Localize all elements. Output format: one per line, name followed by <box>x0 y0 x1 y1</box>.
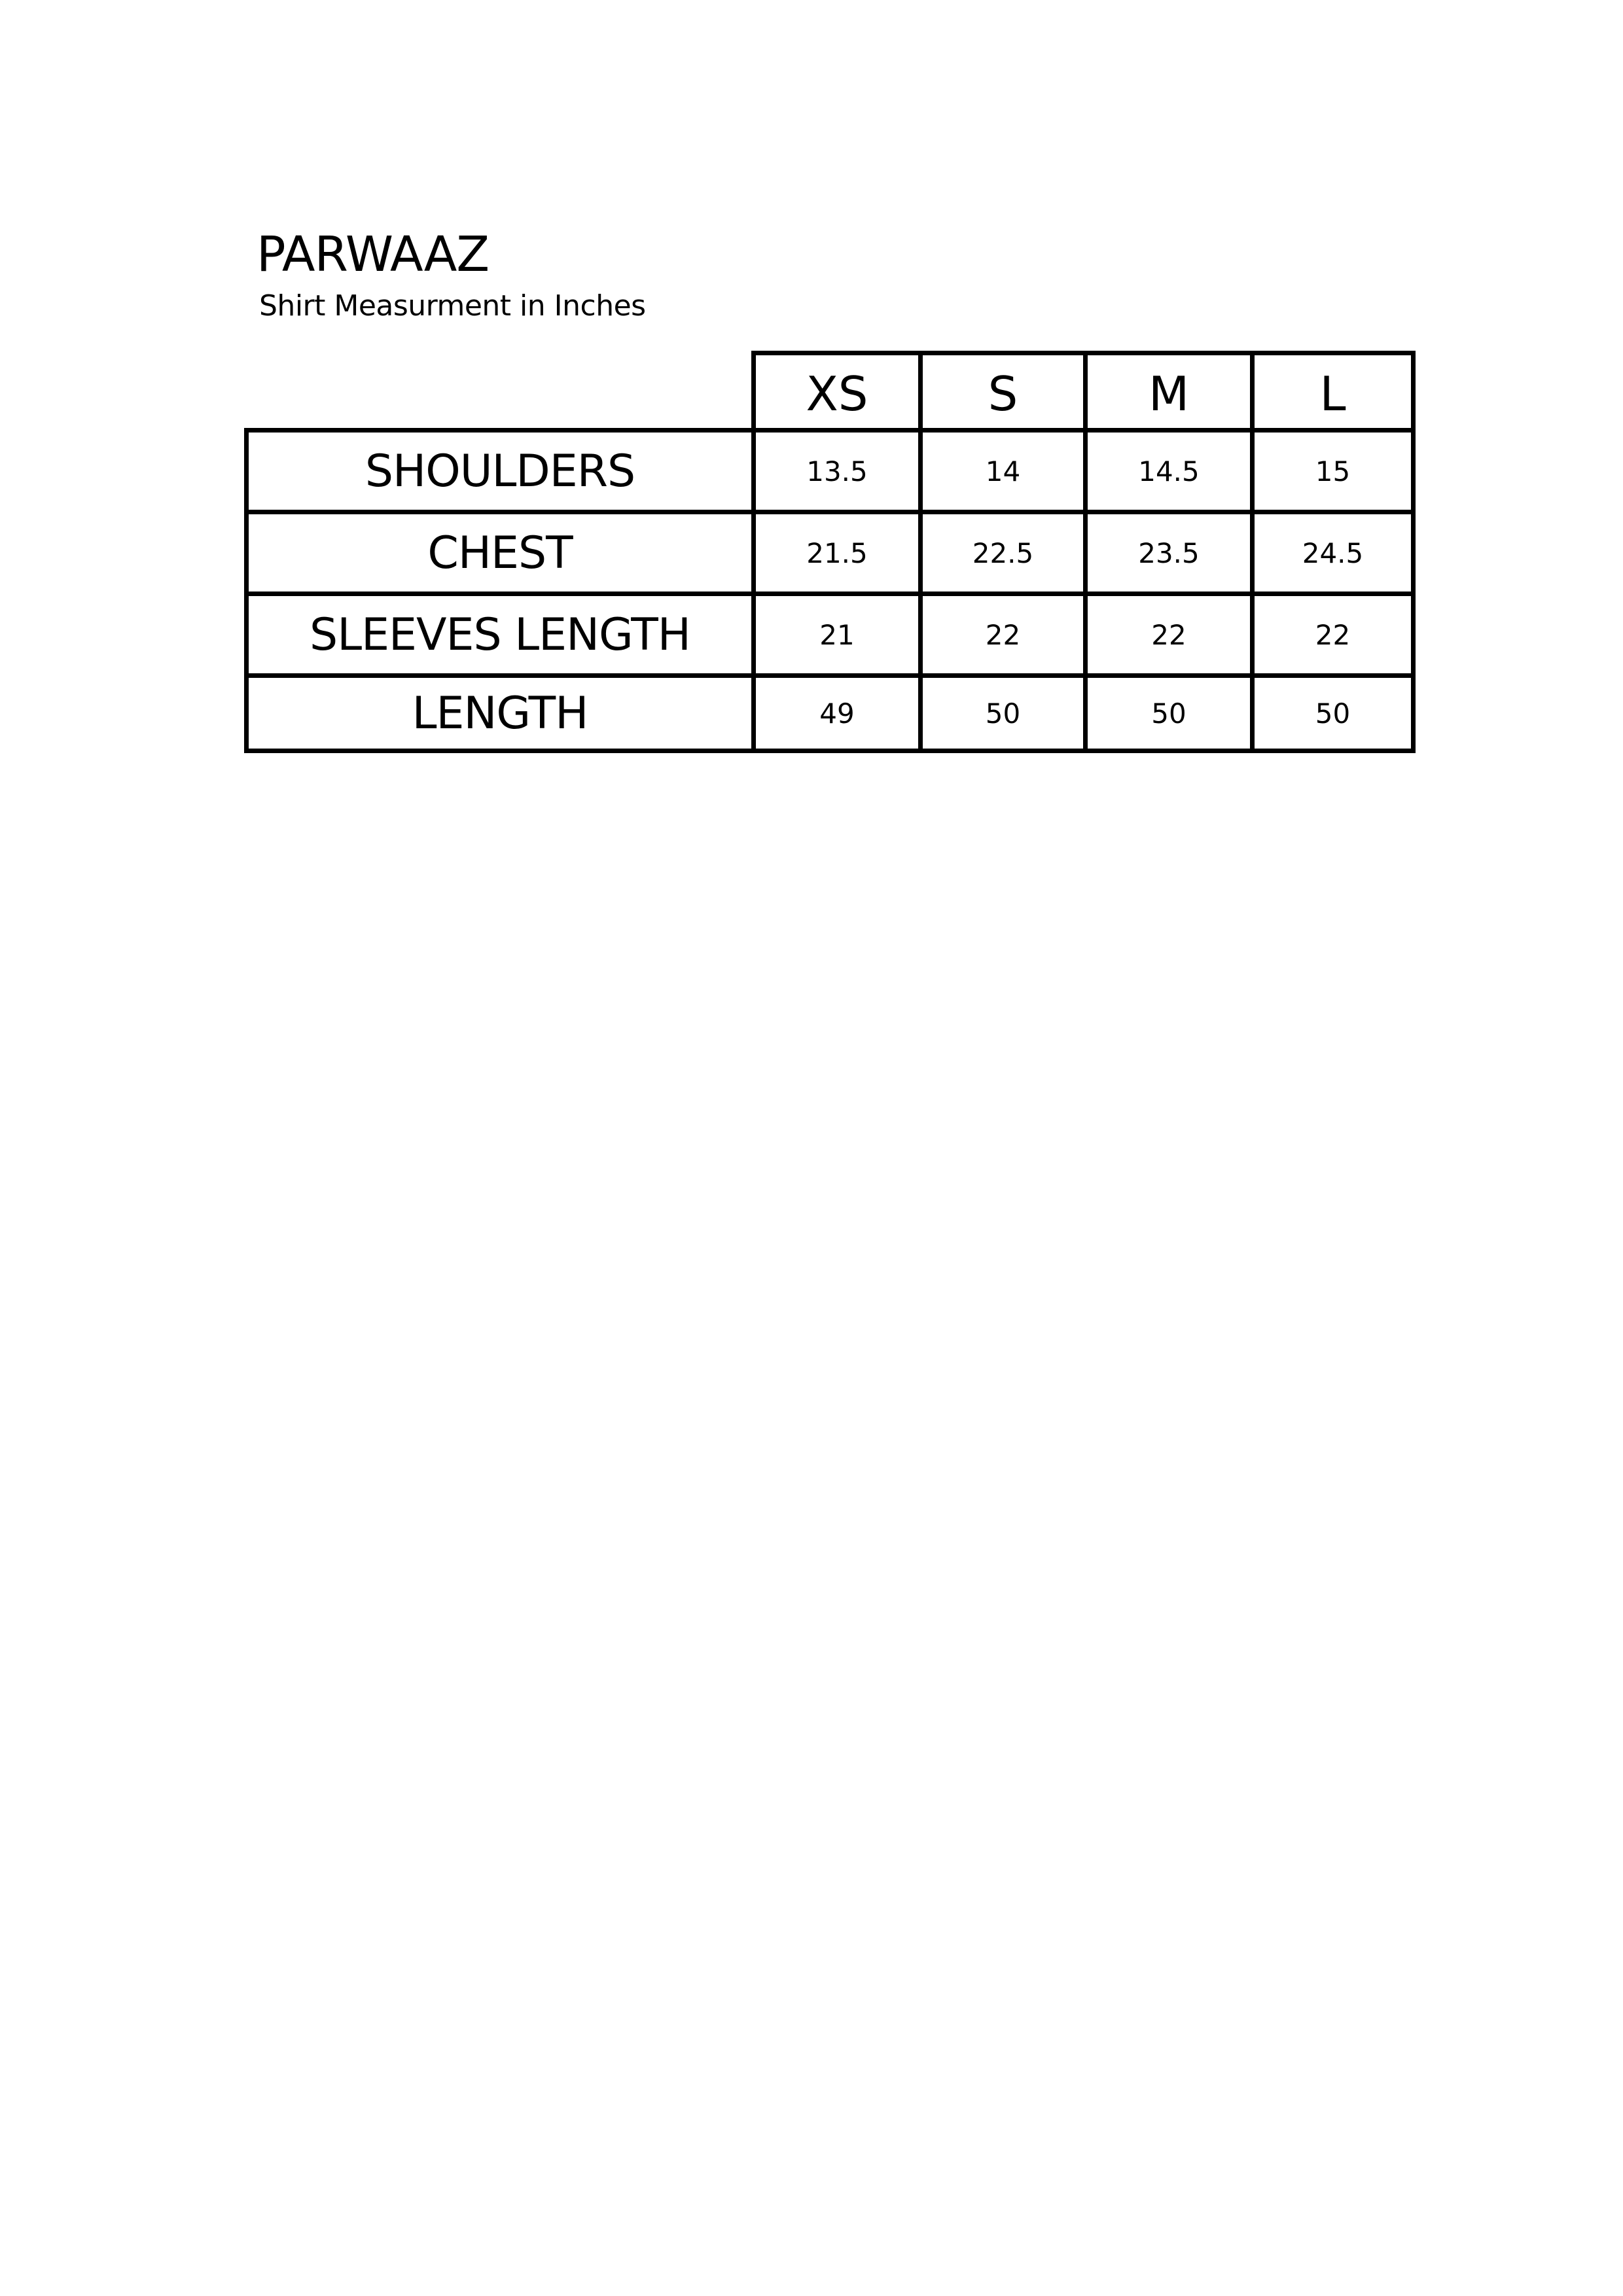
table-cell: 21 <box>751 592 923 678</box>
table-cell: 13.5 <box>751 428 923 514</box>
size-header: XS <box>751 351 923 433</box>
table-row: LENGTH 49 50 50 50 <box>244 673 1416 753</box>
size-header: L <box>1250 351 1416 433</box>
table-cell: 22 <box>1250 592 1416 678</box>
header-row: XS S M L <box>246 351 1416 433</box>
table-cell: 24.5 <box>1250 510 1416 596</box>
row-label: SLEEVES LENGTH <box>244 592 756 678</box>
table-row: SHOULDERS 13.5 14 14.5 15 <box>244 428 1416 514</box>
table-cell: 22.5 <box>918 510 1088 596</box>
table-cell: 22 <box>1083 592 1255 678</box>
table-cell: 15 <box>1250 428 1416 514</box>
table-cell: 22 <box>918 592 1088 678</box>
table-cell: 50 <box>918 673 1088 753</box>
row-label: CHEST <box>244 510 756 596</box>
table-cell: 14 <box>918 428 1088 514</box>
size-chart-table: XS S M L SHOULDERS 13.5 14 14.5 15 CHEST… <box>244 351 1416 753</box>
table-cell: 23.5 <box>1083 510 1255 596</box>
table-row: SLEEVES LENGTH 21 22 22 22 <box>244 592 1416 678</box>
document-title: PARWAAZ <box>257 226 490 283</box>
table-cell: 21.5 <box>751 510 923 596</box>
corner-cell <box>246 353 754 433</box>
table-cell: 50 <box>1250 673 1416 753</box>
table-cell: 14.5 <box>1083 428 1255 514</box>
row-label: SHOULDERS <box>244 428 756 514</box>
table-row: CHEST 21.5 22.5 23.5 24.5 <box>244 510 1416 596</box>
table-cell: 49 <box>751 673 923 753</box>
document-subtitle: Shirt Measurment in Inches <box>259 289 646 323</box>
row-label: LENGTH <box>244 673 756 753</box>
size-header: M <box>1083 351 1255 433</box>
size-header: S <box>918 351 1088 433</box>
table-cell: 50 <box>1083 673 1255 753</box>
